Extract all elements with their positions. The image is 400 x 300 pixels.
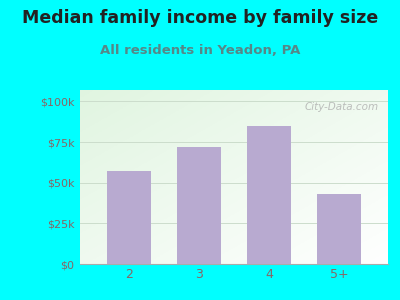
Bar	[317, 194, 361, 264]
Text: Median family income by family size: Median family income by family size	[22, 9, 378, 27]
Bar	[177, 147, 221, 264]
Text: City-Data.com: City-Data.com	[305, 102, 379, 112]
Bar	[247, 126, 291, 264]
Text: All residents in Yeadon, PA: All residents in Yeadon, PA	[100, 44, 300, 56]
Bar	[107, 171, 151, 264]
